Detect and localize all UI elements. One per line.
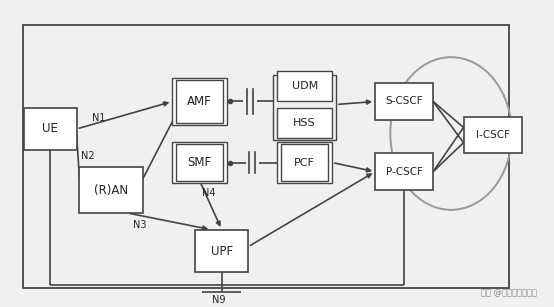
Text: PCF: PCF bbox=[294, 157, 315, 168]
Bar bbox=[273, 75, 336, 140]
Text: UE: UE bbox=[43, 122, 58, 135]
Text: 头条 @科技引领的时代: 头条 @科技引领的时代 bbox=[481, 288, 537, 297]
Text: UDM: UDM bbox=[291, 81, 318, 91]
Text: SMF: SMF bbox=[188, 156, 212, 169]
Text: N2: N2 bbox=[81, 151, 94, 161]
Bar bbox=[79, 167, 143, 213]
Bar bbox=[464, 117, 521, 154]
Text: N4: N4 bbox=[202, 188, 216, 198]
Bar bbox=[176, 144, 223, 181]
Bar bbox=[277, 107, 332, 138]
Text: N3: N3 bbox=[134, 220, 147, 230]
Bar bbox=[375, 83, 433, 120]
Bar bbox=[172, 142, 227, 183]
Text: AMF: AMF bbox=[187, 95, 212, 108]
Bar bbox=[277, 142, 332, 183]
Text: HSS: HSS bbox=[293, 118, 316, 128]
Bar bbox=[24, 107, 76, 150]
Bar bbox=[172, 78, 227, 125]
Text: UPF: UPF bbox=[211, 245, 233, 258]
Text: S-CSCF: S-CSCF bbox=[385, 96, 423, 107]
Bar bbox=[375, 154, 433, 190]
Text: N9: N9 bbox=[212, 295, 225, 305]
Text: P-CSCF: P-CSCF bbox=[386, 167, 423, 177]
Text: (R)AN: (R)AN bbox=[94, 184, 129, 196]
Text: I-CSCF: I-CSCF bbox=[475, 130, 510, 140]
Bar bbox=[196, 230, 248, 272]
Bar bbox=[176, 80, 223, 123]
Bar bbox=[277, 71, 332, 101]
Bar bbox=[281, 144, 328, 181]
Text: N1: N1 bbox=[92, 113, 105, 123]
Bar bbox=[23, 25, 509, 288]
